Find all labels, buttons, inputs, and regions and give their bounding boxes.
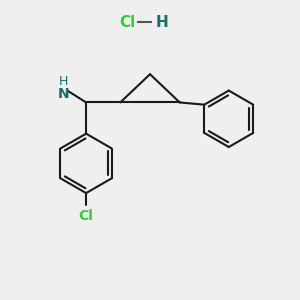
Text: H: H	[59, 75, 68, 88]
Text: H: H	[156, 15, 169, 30]
Text: N: N	[58, 86, 70, 100]
Text: Cl: Cl	[119, 15, 135, 30]
Text: Cl: Cl	[79, 209, 94, 224]
